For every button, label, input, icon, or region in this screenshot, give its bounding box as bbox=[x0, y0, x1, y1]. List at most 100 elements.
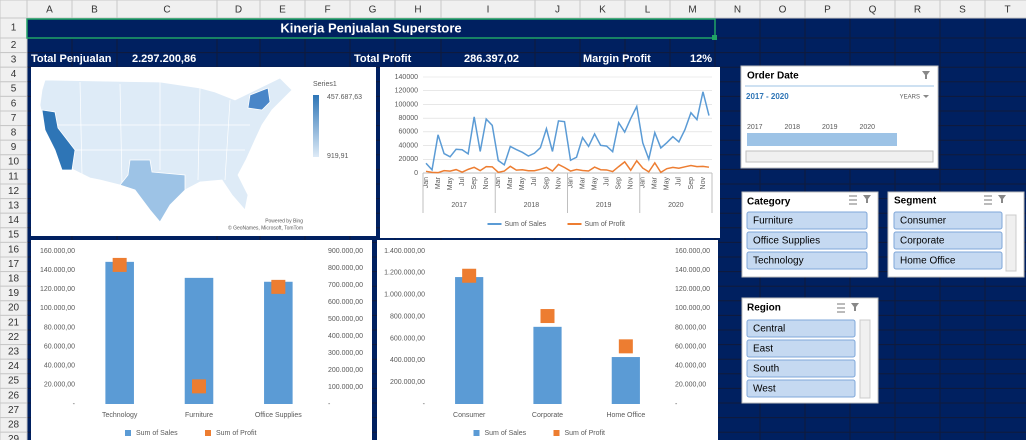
marker[interactable] bbox=[271, 279, 286, 294]
column-letter: P bbox=[824, 5, 831, 16]
row-number: 1 bbox=[11, 23, 17, 34]
column-letter: C bbox=[163, 5, 170, 16]
row-number: 22 bbox=[8, 332, 20, 343]
x-tick-label: Mar bbox=[435, 176, 442, 189]
row-number: 12 bbox=[8, 186, 20, 197]
legend-max: 457.687,63 bbox=[327, 94, 362, 101]
series-line[interactable] bbox=[425, 91, 710, 172]
legend-label[interactable]: Sum of Profit bbox=[585, 221, 626, 228]
scrollbar[interactable] bbox=[1005, 214, 1017, 272]
y2-tick-label: 120.000,00 bbox=[675, 286, 710, 293]
x-tick-label: Jul bbox=[603, 177, 610, 186]
legend-label[interactable]: Sum of Profit bbox=[565, 430, 606, 437]
timeline-year: 2020 bbox=[860, 124, 876, 131]
timeline-slicer[interactable]: Order Date 2017 - 2020 YEARS 2017 2018 201… bbox=[740, 65, 939, 169]
slicer-item[interactable] bbox=[746, 231, 868, 250]
x-tick-label: Jan bbox=[495, 177, 502, 188]
row-number: 23 bbox=[8, 347, 20, 358]
timeline-scrollbar[interactable] bbox=[745, 150, 934, 163]
line-chart[interactable]: 0 20000 40000 60000 80000 100000 120000 140000 J… bbox=[380, 67, 720, 238]
column-letter: M bbox=[688, 5, 696, 16]
x-tick-label: Jul bbox=[459, 177, 466, 186]
series-line[interactable] bbox=[425, 159, 710, 174]
y-tick-label: 1.200.000,00 bbox=[384, 270, 425, 277]
clear-filter-icon[interactable] bbox=[922, 71, 930, 79]
marker[interactable] bbox=[618, 339, 633, 354]
column-header[interactable] bbox=[984, 0, 1026, 19]
row-number: 6 bbox=[11, 98, 17, 109]
y2-tick-label: - bbox=[328, 401, 331, 408]
slicer-item-label: South bbox=[753, 364, 779, 375]
y-tick-label: 600.000,00 bbox=[390, 335, 425, 342]
segment-chart[interactable]: - 200.000,00 400.000,00 600.000,00 800.000,0… bbox=[377, 240, 718, 440]
scrollbar[interactable] bbox=[859, 319, 871, 399]
legend-label[interactable]: Sum of Sales bbox=[505, 221, 547, 228]
region-slicer[interactable]: Region Central East South West bbox=[741, 297, 879, 404]
marker[interactable] bbox=[112, 257, 127, 272]
y2-tick-label: 140.000,00 bbox=[675, 267, 710, 274]
slicer-item[interactable] bbox=[746, 339, 856, 358]
slicer-item[interactable] bbox=[746, 319, 856, 338]
column-letter: N bbox=[734, 5, 741, 16]
slicer-item[interactable] bbox=[746, 379, 856, 398]
legend-label[interactable]: Sum of Profit bbox=[216, 430, 257, 437]
category-slicer[interactable]: Category Furniture Office Supplies Technol… bbox=[741, 191, 879, 278]
bar[interactable] bbox=[264, 281, 293, 404]
timeline-selection[interactable] bbox=[747, 133, 897, 146]
slicer-item[interactable] bbox=[893, 251, 1003, 270]
bar[interactable] bbox=[611, 357, 640, 404]
dashboard-title: Kinerja Penjualan Superstore bbox=[280, 20, 461, 35]
y2-tick-label: 80.000,00 bbox=[675, 324, 706, 331]
kpi-label: Total Profit bbox=[354, 53, 412, 65]
legend-label[interactable]: Sum of Sales bbox=[485, 430, 527, 437]
slicer-item[interactable] bbox=[893, 211, 1003, 230]
clear-filter-icon[interactable] bbox=[998, 195, 1006, 203]
state-new-york bbox=[247, 87, 271, 111]
y-tick-label: 40000 bbox=[399, 142, 419, 149]
x-tick-label: Home Office bbox=[606, 412, 645, 419]
x-tick-label: Sep bbox=[616, 177, 623, 190]
row-number: 26 bbox=[8, 390, 20, 401]
marker[interactable] bbox=[540, 309, 555, 324]
slicer-item-label: Furniture bbox=[753, 216, 793, 227]
clear-filter-icon[interactable] bbox=[863, 195, 871, 203]
y-tick-label: 120.000,00 bbox=[40, 286, 75, 293]
slicer-item[interactable] bbox=[893, 231, 1003, 250]
kpi-value: 286.397,02 bbox=[464, 53, 519, 65]
y-tick-label: 60000 bbox=[399, 129, 419, 136]
x-tick-label: Sep bbox=[543, 177, 550, 190]
slicer-item[interactable] bbox=[746, 211, 868, 230]
timeline-level[interactable]: YEARS bbox=[900, 95, 920, 101]
slicer-item[interactable] bbox=[746, 251, 868, 270]
multi-select-icon[interactable] bbox=[984, 195, 992, 205]
y-tick-label: - bbox=[73, 401, 76, 408]
y-tick-label: 40.000,00 bbox=[44, 363, 75, 370]
title-cell[interactable] bbox=[26, 18, 716, 39]
bar[interactable] bbox=[105, 261, 134, 404]
multi-select-icon[interactable] bbox=[837, 303, 845, 313]
row-number: 5 bbox=[11, 84, 17, 95]
bar[interactable] bbox=[455, 277, 484, 404]
kpi-label: Total Penjualan bbox=[31, 53, 112, 65]
multi-select-icon[interactable] bbox=[849, 195, 857, 205]
segment-slicer[interactable]: Segment Consumer Corporate Home Office bbox=[887, 191, 1025, 278]
map-chart[interactable]: Series1 457.687,63 919,91 Powered by Bin… bbox=[31, 67, 376, 236]
marker[interactable] bbox=[192, 379, 206, 394]
y2-tick-label: 600.000,00 bbox=[328, 299, 363, 306]
x-tick-label: Sep bbox=[688, 177, 695, 190]
column-letter: K bbox=[599, 5, 606, 16]
legend-label[interactable]: Sum of Sales bbox=[136, 430, 178, 437]
marker[interactable] bbox=[462, 268, 477, 283]
y2-tick-label: 700.000,00 bbox=[328, 282, 363, 289]
column-letter: B bbox=[91, 5, 98, 16]
clear-filter-icon[interactable] bbox=[851, 303, 859, 311]
level-dropdown[interactable] bbox=[923, 95, 929, 98]
slicer-item[interactable] bbox=[746, 359, 856, 378]
x-tick-label: Jul bbox=[531, 177, 538, 186]
x-tick-label: Jul bbox=[676, 177, 683, 186]
bar[interactable] bbox=[533, 326, 562, 404]
row-number: 28 bbox=[8, 420, 20, 431]
x-tick-label: Nov bbox=[700, 177, 707, 190]
category-chart[interactable]: - 20.000,00 40.000,00 60.000,00 80.000,00 100… bbox=[31, 240, 372, 440]
